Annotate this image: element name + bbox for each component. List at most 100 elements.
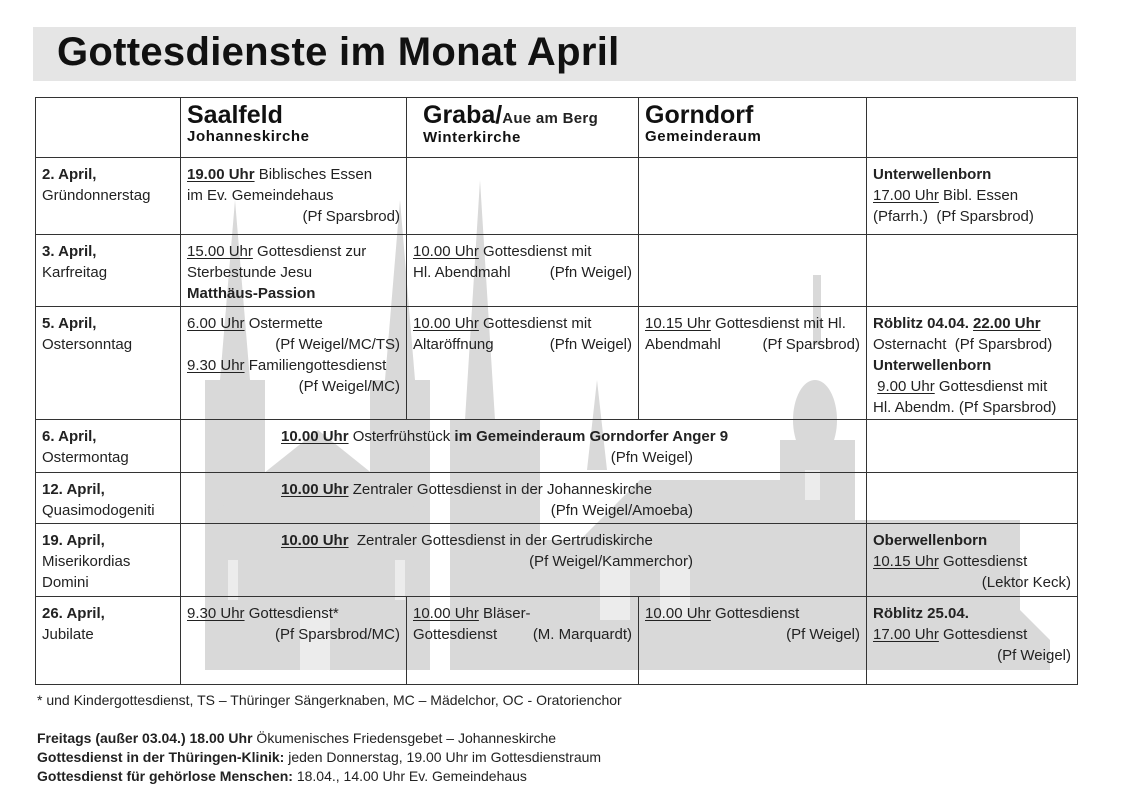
text-line: 17.00 Uhr Bibl. Essen	[873, 185, 1071, 206]
span-cell: 10.00 Uhr Zentraler Gottesdienst in der …	[180, 472, 867, 524]
liturgical-day: Jubilate	[42, 626, 94, 643]
text-segment: (Pf Weigel)	[997, 647, 1071, 664]
gorndorf-cell	[638, 157, 867, 235]
table-row: 6. April, Ostermontag 10.00 Uhr Osterfrühs…	[35, 419, 1078, 473]
liturgical-day: Quasimodogeniti	[42, 502, 155, 519]
date-label: 5. April,	[42, 315, 97, 332]
service-time: 10.00 Uhr	[413, 315, 479, 332]
text-segment: (Pf Sparsbrod)	[762, 336, 860, 353]
line-left: 6.00 Uhr Ostermette	[187, 313, 323, 334]
text-line: 10.00 Uhr Zentraler Gottesdienst in der …	[281, 479, 693, 500]
text-segment: Zentraler Gottesdienst in der Gertrudisk…	[348, 532, 653, 549]
bold-text: im Gemeinderaum Gorndorfer Anger 9	[454, 428, 729, 445]
line-left: Osternacht (Pf Sparsbrod)	[873, 334, 1052, 355]
text-segment: Familiengottesdienst	[244, 357, 387, 374]
text-line: Matthäus-Passion	[187, 283, 400, 304]
text-line: (Pf Weigel/Kammerchor)	[281, 551, 693, 572]
line-left: 9.30 Uhr Gottesdienst*	[187, 603, 339, 624]
line-right: (Lektor Keck)	[982, 572, 1071, 593]
other-cell: Röblitz 04.04. 22.00 Uhr Osternacht (Pf S…	[866, 306, 1078, 420]
note-line: Gottesdienst in der Thüringen-Klinik: je…	[37, 748, 601, 767]
saalfeld-cell: 19.00 Uhr Biblisches Essen im Ev. Gemeind…	[180, 157, 407, 235]
location-suffix: Aue am Berg	[502, 110, 599, 127]
bold-text: Röblitz 04.04.	[873, 315, 974, 332]
page-title: Gottesdienste im Monat April	[57, 30, 620, 74]
span-content: 10.00 Uhr Osterfrühstück im Gemeinderaum…	[281, 426, 728, 468]
text-line: (Pfn Weigel/Amoeba)	[281, 500, 693, 521]
line-right: (Pfn Weigel)	[550, 334, 632, 355]
text-line: (Pf Weigel)	[645, 624, 860, 645]
text-segment: Gottesdienst	[710, 605, 800, 622]
text-line: (Pf Weigel/MC/TS)	[187, 334, 400, 355]
date-label: 26. April,	[42, 605, 105, 622]
header-empty	[35, 97, 181, 158]
text-line: (Lektor Keck)	[873, 572, 1071, 593]
text-segment: Hl. Abendm. (Pf Sparsbrod)	[873, 399, 1057, 416]
text-segment: (Pfn Weigel)	[610, 449, 693, 466]
span-cell: 10.00 Uhr Zentraler Gottesdienst in der …	[180, 523, 867, 597]
text-segment: (Pf Weigel/Kammerchor)	[529, 553, 693, 570]
text-segment: Bläser-	[478, 605, 531, 622]
footnote: * und Kindergottesdienst, TS – Thüringer…	[37, 692, 622, 708]
date-label: 19. April,	[42, 532, 105, 549]
line-right: (Pf Weigel/MC)	[299, 376, 400, 397]
line-right: (Pf Sparsbrod)	[302, 206, 400, 227]
line-left: Abendmahl	[645, 334, 721, 355]
service-time: 10.00 Uhr	[281, 481, 349, 498]
line-right: (Pf Sparsbrod)	[762, 334, 860, 355]
line-right: (Pf Weigel/Kammerchor)	[529, 551, 693, 572]
text-line: 19.00 Uhr Biblisches Essen	[187, 164, 400, 185]
text-line: 10.00 Uhr Gottesdienst mit	[413, 241, 632, 262]
text-segment: Gottesdienst	[938, 553, 1028, 570]
line-left: Sterbestunde Jesu	[187, 262, 312, 283]
header-other	[866, 97, 1078, 158]
text-segment: (Pf Weigel)	[786, 626, 860, 643]
line-left: 10.00 Uhr Gottesdienst mit	[413, 313, 591, 334]
text-segment: Gottesdienst mit	[478, 243, 592, 260]
location-name: Gorndorf	[645, 101, 754, 129]
other-cell	[866, 419, 1078, 473]
text-line: Gottesdienst (M. Marquardt)	[413, 624, 632, 645]
line-left: im Ev. Gemeindehaus	[187, 185, 333, 206]
liturgical-day: Gründonnerstag	[42, 187, 151, 204]
header-gorndorf: Gorndorf Gemeinderaum	[638, 97, 867, 158]
text-segment: Osternacht (Pf Sparsbrod)	[873, 336, 1053, 353]
service-time: 6.00 Uhr	[187, 315, 245, 332]
line-right: (Pf Weigel/MC/TS)	[275, 334, 400, 355]
bold-text: Röblitz 25.04.	[873, 605, 969, 622]
line-left: 10.00 Uhr Zentraler Gottesdienst in der …	[281, 530, 653, 551]
text-segment: Gottesdienst mit Hl.	[710, 315, 846, 332]
line-right: (Pf Weigel)	[786, 624, 860, 645]
line-right: (Pfn Weigel/Amoeba)	[551, 500, 693, 521]
note-text: jeden Donnerstag, 19.00 Uhr im Gottesdie…	[284, 749, 602, 765]
note-text: 18.04., 14.00 Uhr Ev. Gemeindehaus	[292, 768, 527, 784]
saalfeld-cell: 6.00 Uhr Ostermette (Pf Weigel/MC/TS) 9.30…	[180, 306, 407, 420]
text-line: Abendmahl (Pf Sparsbrod)	[645, 334, 860, 355]
saalfeld-cell: 9.30 Uhr Gottesdienst* (Pf Sparsbrod/MC)	[180, 596, 407, 685]
date-label: 12. April,	[42, 481, 105, 498]
line-left: 10.00 Uhr Osterfrühstück im Gemeinderaum…	[281, 426, 728, 447]
span-cell: 10.00 Uhr Osterfrühstück im Gemeinderaum…	[180, 419, 867, 473]
line-left: Hl. Abendmahl	[413, 262, 511, 283]
text-line: 10.00 Uhr Bläser-	[413, 603, 632, 624]
line-left: 19.00 Uhr Biblisches Essen	[187, 164, 372, 185]
line-right: (Pf Weigel)	[997, 645, 1071, 666]
line-left: Röblitz 04.04. 22.00 Uhr	[873, 313, 1041, 334]
line-left: 10.00 Uhr Gottesdienst mit	[413, 241, 591, 262]
note-line: Freitags (außer 03.04.) 18.00 Uhr Ökumen…	[37, 729, 601, 748]
church-name: Winterkirche	[423, 129, 521, 146]
line-left: Gottesdienst	[413, 624, 497, 645]
span-content: 10.00 Uhr Zentraler Gottesdienst in der …	[281, 479, 693, 521]
line-right: (Pfn Weigel)	[550, 262, 632, 283]
church-name: Johanneskirche	[187, 128, 310, 145]
text-line: 10.00 Uhr Osterfrühstück im Gemeinderaum…	[281, 426, 728, 447]
date-label: 3. April,	[42, 243, 97, 260]
other-cell: Oberwellenborn 10.15 Uhr Gottesdienst (Lek…	[866, 523, 1078, 597]
table-row: 3. April, Karfreitag 15.00 Uhr Gottesdiens…	[35, 234, 1078, 307]
text-segment: Gottesdienst	[938, 626, 1028, 643]
date-cell: 6. April, Ostermontag	[35, 419, 181, 473]
text-segment: im Ev. Gemeindehaus	[187, 187, 334, 204]
text-line: 9.30 Uhr Familiengottesdienst	[187, 355, 400, 376]
graba-cell: 10.00 Uhr Gottesdienst mit Altaröffnung (P…	[406, 306, 639, 420]
date-cell: 12. April, Quasimodogeniti	[35, 472, 181, 524]
